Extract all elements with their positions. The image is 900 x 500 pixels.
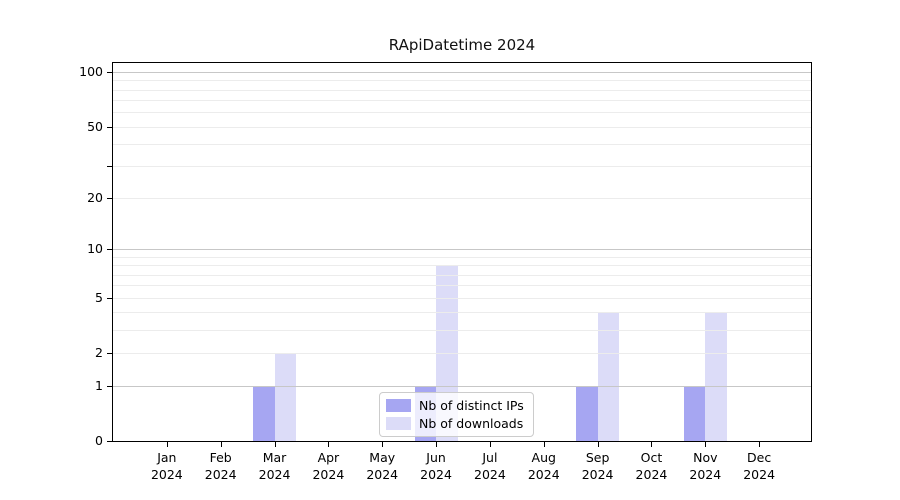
gridline-minor [113,353,811,355]
x-tick-label: Aug 2024 [527,450,560,482]
x-tick-label: Oct 2024 [635,450,668,482]
y-tick-label: 0 [95,433,103,448]
y-tick-mark [107,249,112,251]
x-tick-mark [651,442,653,447]
gridline-minor [113,197,811,199]
bar-nb-of-distinct-ips-nov-2024 [683,385,706,441]
x-tick-label: Jun 2024 [420,450,452,482]
y-tick-label: 50 [87,118,103,134]
gridline-minor [113,330,811,332]
gridline-major [113,71,811,73]
x-tick-label: Feb 2024 [204,450,237,482]
y-tick-mark [107,71,112,73]
x-tick-mark [328,442,330,447]
bar-nb-of-distinct-ips-sep-2024 [576,385,598,441]
gridline-minor [113,80,811,82]
x-tick-mark [382,442,384,447]
y-tick-label: 100 [79,63,103,79]
x-tick-mark [705,442,707,447]
legend-label-downloads: Nb of downloads [419,416,524,431]
gridline-minor [113,274,811,276]
gridline-minor [113,89,811,91]
x-tick-mark [220,442,222,447]
gridline-minor [113,285,811,287]
y-tick-label: 2 [95,345,103,361]
bar-nb-of-distinct-ips-mar-2024 [253,385,275,441]
x-tick-label: Jul 2024 [474,450,506,482]
x-tick-mark [489,442,491,447]
bar-nb-of-downloads-mar-2024 [274,353,297,441]
y-tick-mark [107,166,112,168]
x-tick-label: Apr 2024 [312,450,345,482]
legend-row-distinct-ips: Nb of distinct IPs [386,398,524,413]
legend-swatch-distinct-ips-icon [386,399,411,412]
x-tick-label: Mar 2024 [258,450,291,482]
y-tick-label: 1 [95,377,103,393]
y-tick-mark [107,197,112,199]
x-tick-label: Dec 2024 [743,450,776,482]
legend-swatch-downloads-icon [386,417,411,430]
x-tick-mark [436,442,438,447]
legend-label-distinct-ips: Nb of distinct IPs [419,398,524,413]
bar-nb-of-downloads-nov-2024 [705,312,727,441]
x-tick-label: Nov 2024 [689,450,722,482]
gridline-minor [113,112,811,114]
x-tick-mark [274,442,276,447]
gridline-minor [113,265,811,267]
gridline-minor [113,100,811,102]
gridline-minor [113,144,811,146]
plot-area: Nb of distinct IPs Nb of downloads [112,62,812,442]
gridline-minor [113,166,811,168]
y-tick-label: 20 [87,189,103,205]
x-tick-label: Sep 2024 [581,450,614,482]
gridline-minor [113,297,811,299]
gridline-minor [113,126,811,128]
y-tick-mark [107,126,112,128]
gridline-major [113,249,811,251]
bar-nb-of-downloads-sep-2024 [597,312,620,441]
x-tick-mark [166,442,168,447]
y-tick-mark [107,385,112,387]
chart-title: RApiDatetime 2024 [388,36,536,54]
y-tick-mark [107,441,112,442]
y-tick-label: 10 [87,241,103,257]
y-tick-label: 5 [95,289,103,305]
gridline-minor [113,312,811,314]
legend: Nb of distinct IPs Nb of downloads [379,392,534,437]
y-tick-mark [107,353,112,355]
legend-row-downloads: Nb of downloads [386,416,524,431]
x-tick-label: May 2024 [366,450,399,482]
y-tick-mark [107,297,112,299]
x-tick-mark [759,442,761,447]
x-tick-mark [543,442,545,447]
x-tick-label: Jan 2024 [150,450,183,482]
x-tick-mark [597,442,599,447]
gridline-major [113,385,811,387]
gridline-minor [113,256,811,258]
